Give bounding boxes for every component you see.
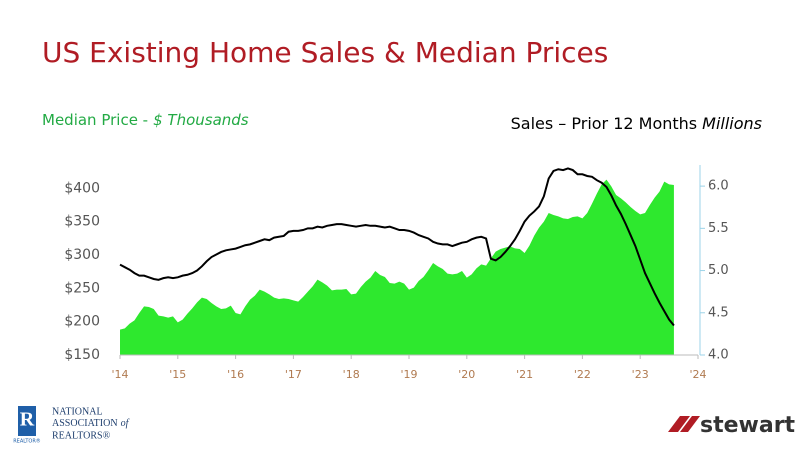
y2-tick-label: 5.0 — [708, 263, 729, 278]
x-tick-label: '21 — [516, 368, 533, 381]
x-tick-label: '23 — [632, 368, 649, 381]
y-axis-label-text: Median Price - — [42, 111, 148, 129]
y-tick-label: $400 — [64, 180, 100, 196]
y2-axis-label: Sales – Prior 12 Months Millions — [511, 114, 762, 133]
nar-line: ASSOCIATION of — [52, 418, 130, 429]
plot: $150 $200 $250 $300 $350 $400 4.0 4.5 5.0 5.5 6.0 '… — [64, 165, 729, 381]
x-tick-label: '18 — [343, 368, 360, 381]
x-tick-label: '16 — [227, 368, 244, 381]
y2-tick-label: 6.0 — [708, 179, 729, 194]
y-tick-label: $300 — [64, 247, 100, 263]
x-tick-label: '15 — [169, 368, 186, 381]
nar-small: REALTOR® — [13, 438, 41, 445]
x-tick-label: '19 — [400, 368, 417, 381]
x-tick-label: '22 — [574, 368, 591, 381]
y-tick-label: $350 — [64, 214, 100, 230]
y2-axis-label-unit: Millions — [702, 114, 762, 133]
nar-line: REALTORS® — [52, 430, 111, 441]
nar-icon-letter: R — [20, 409, 35, 431]
y-axis-label: Median Price - $ Thousands — [42, 111, 249, 129]
y2-tick-label: 4.5 — [708, 305, 729, 320]
nar-line: NATIONAL — [52, 406, 103, 417]
y-tick-label: $200 — [64, 314, 100, 330]
nar-word: of — [121, 418, 130, 429]
sales-line — [119, 167, 675, 327]
y2-tick-label: 5.5 — [708, 221, 729, 236]
x-tick-label: '24 — [689, 368, 706, 381]
nar-word: ASSOCIATION — [52, 418, 118, 429]
nar-icon — [18, 406, 36, 436]
y-axis-label-unit: $ Thousands — [153, 111, 249, 129]
y-tick-label: $250 — [64, 280, 100, 296]
x-tick-label: '17 — [285, 368, 302, 381]
y2-axis-label-text: Sales – Prior 12 Months — [511, 114, 698, 133]
stewart-icon — [668, 416, 700, 432]
x-tick-label: '20 — [458, 368, 475, 381]
y2-tick-label: 4.0 — [708, 348, 729, 363]
price-area — [120, 179, 674, 355]
x-tick-label: '14 — [111, 368, 128, 381]
stewart-logo: stewart — [700, 413, 796, 438]
y-tick-label: $150 — [64, 347, 100, 363]
chart-title: US Existing Home Sales & Median Prices — [42, 36, 608, 69]
